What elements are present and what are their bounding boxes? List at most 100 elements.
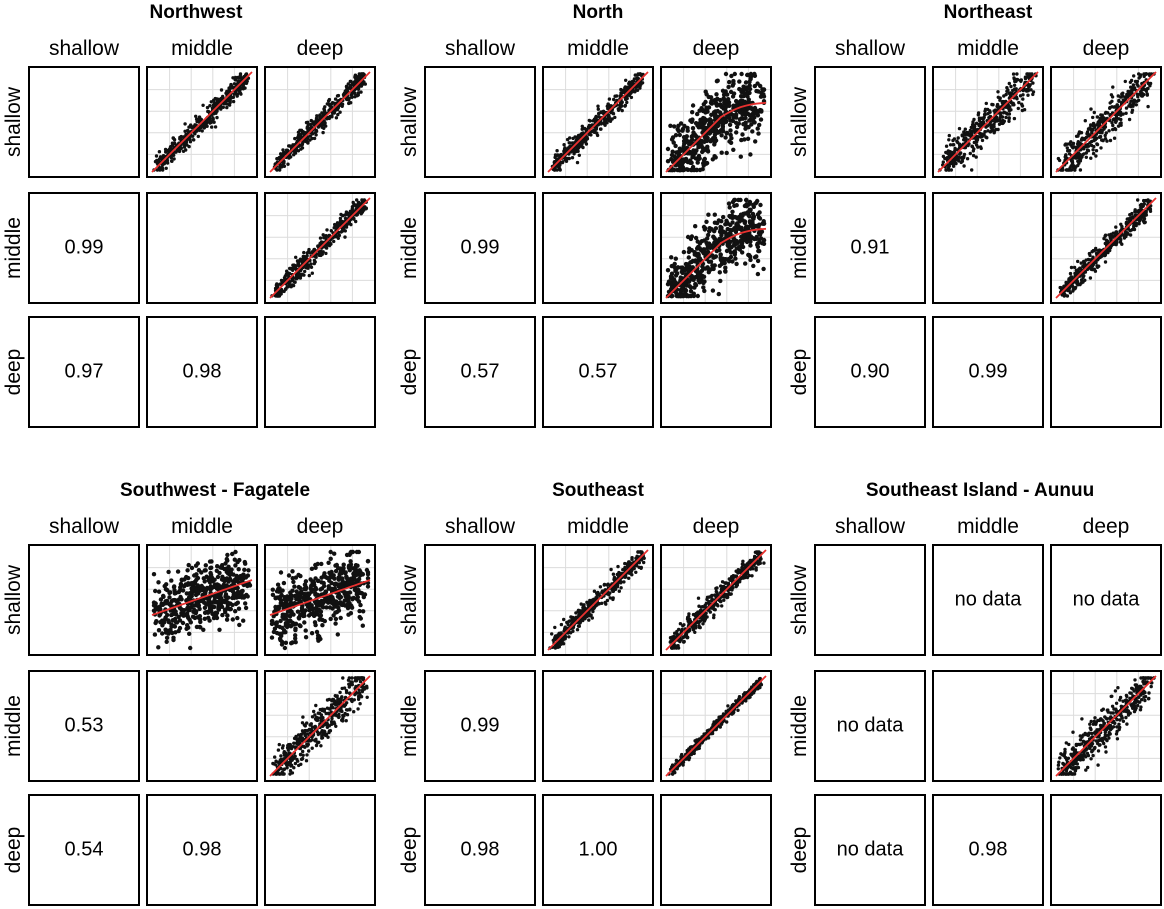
data-point: [212, 112, 216, 116]
data-point: [1121, 98, 1125, 102]
data-point: [178, 137, 183, 141]
data-point: [360, 623, 365, 628]
fit-line: [151, 71, 253, 173]
data-point: [1065, 146, 1069, 150]
data-point: [335, 632, 340, 637]
data-point: [1144, 72, 1148, 76]
data-point: [972, 127, 977, 131]
data-point: [682, 280, 688, 286]
data-point: [1136, 95, 1140, 99]
data-point: [231, 99, 236, 104]
data-point: [745, 136, 751, 141]
data-point: [230, 551, 235, 557]
data-point: [947, 138, 951, 142]
data-point: [983, 130, 987, 134]
data-point: [225, 102, 229, 106]
data-point: [297, 623, 302, 628]
data-point: [307, 273, 311, 278]
data-point: [686, 255, 691, 260]
data-point: [302, 250, 306, 255]
data-point: [156, 645, 161, 650]
data-point: [353, 81, 357, 85]
data-point: [1132, 74, 1136, 78]
data-point: [731, 103, 736, 108]
data-point: [1065, 168, 1069, 172]
data-point: [977, 116, 982, 120]
column-header: deep: [296, 37, 344, 60]
data-point: [1103, 125, 1108, 129]
data-point: [587, 118, 591, 123]
scatter-plot: [662, 194, 770, 302]
data-point: [562, 147, 567, 151]
data-point: [581, 145, 585, 150]
data-point: [316, 638, 321, 643]
data-point: [236, 79, 240, 83]
data-point: [693, 224, 698, 229]
data-point: [728, 215, 733, 220]
data-point: [701, 274, 707, 279]
data-point: [1113, 232, 1118, 236]
data-point: [1108, 101, 1112, 105]
data-point: [623, 104, 627, 108]
data-point: [1073, 165, 1078, 169]
data-point: [318, 236, 323, 240]
data-point: [959, 151, 963, 155]
data-point: [1089, 156, 1093, 160]
data-point: [990, 127, 994, 131]
data-point: [984, 135, 988, 139]
data-point: [607, 97, 612, 101]
data-point: [333, 563, 338, 568]
data-point: [317, 617, 322, 622]
data-point: [755, 271, 761, 277]
data-point: [576, 149, 580, 153]
data-point: [718, 278, 723, 284]
column-header: deep: [296, 515, 344, 538]
data-point: [1085, 132, 1089, 136]
data-point: [208, 565, 213, 571]
data-point: [703, 89, 708, 94]
data-point: [1071, 141, 1076, 146]
scatter-cell: [660, 192, 772, 304]
diagonal-cell: [28, 66, 140, 178]
data-point: [1001, 111, 1006, 115]
data-point: [349, 101, 353, 105]
data-point: [313, 622, 318, 628]
data-point: [747, 219, 753, 224]
data-point: [717, 263, 722, 268]
data-point: [276, 156, 280, 161]
data-point: [1114, 225, 1118, 229]
data-point: [163, 630, 169, 635]
data-point: [1128, 91, 1132, 95]
data-point: [681, 157, 687, 162]
data-point: [738, 212, 744, 217]
data-point: [1142, 221, 1147, 225]
data-point: [300, 146, 305, 150]
diagonal-cell: [932, 192, 1044, 304]
data-point: [166, 569, 171, 575]
data-point: [708, 259, 714, 264]
data-point: [181, 608, 187, 613]
column-header: shallow: [48, 515, 120, 538]
data-point: [755, 126, 760, 131]
data-point: [225, 613, 230, 618]
data-point: [692, 250, 697, 255]
data-point: [328, 549, 333, 555]
data-point: [744, 202, 749, 207]
scatter-plot: [266, 68, 374, 176]
row-header: middle: [2, 695, 25, 757]
data-point: [344, 225, 349, 229]
data-point: [278, 282, 282, 286]
data-point: [717, 247, 722, 253]
data-point: [712, 142, 717, 147]
data-point: [983, 112, 987, 117]
data-point: [171, 136, 176, 140]
data-point: [1131, 103, 1135, 107]
data-point: [184, 148, 188, 152]
data-point: [1146, 86, 1150, 91]
data-point: [205, 124, 209, 128]
data-point: [745, 72, 750, 78]
data-point: [1016, 106, 1020, 111]
data-point: [232, 577, 238, 582]
data-point: [954, 161, 958, 166]
data-point: [195, 119, 199, 124]
